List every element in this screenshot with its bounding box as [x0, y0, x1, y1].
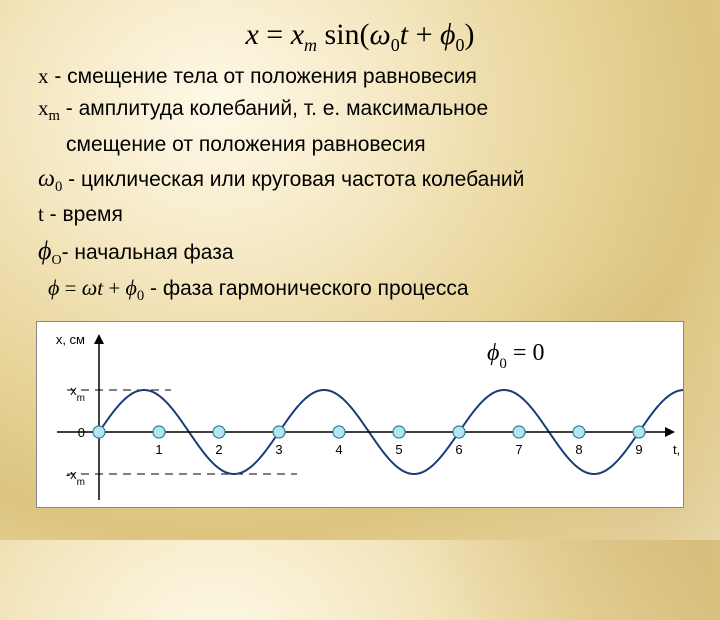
sym-xm-sub: m	[49, 109, 60, 125]
svg-text:-xm: -xm	[66, 467, 85, 488]
svg-text:5: 5	[395, 442, 402, 457]
sym-phi2-f: ϕ	[125, 275, 136, 300]
txt-amplitude: - амплитуда колебаний, т. е. максимально…	[60, 97, 488, 120]
def-phase: ϕO- начальная фаза	[38, 233, 682, 271]
def-amplitude: xm - амплитуда колебаний, т. е. максимал…	[38, 94, 682, 127]
oscillation-chart: 1 2 3 4 5 6 7 8 9 x, см t, с 0 xm -xm ϕ0 = 0	[36, 321, 684, 508]
formula-sin: sin(	[325, 18, 370, 51]
svg-text:x, см: x, см	[56, 332, 85, 347]
txt-frequency: - циклическая или круговая частота колеб…	[62, 168, 524, 191]
formula-x: x	[291, 18, 304, 51]
sym-phi-sub: O	[51, 253, 61, 268]
svg-text:2: 2	[215, 442, 222, 457]
formula-phi: ϕ	[440, 18, 456, 51]
formula-close: )	[465, 18, 475, 51]
chart-svg: 1 2 3 4 5 6 7 8 9 x, см t, с 0 xm -xm ϕ0 = 0	[37, 322, 683, 507]
svg-text:0: 0	[78, 425, 85, 440]
svg-text:3: 3	[275, 442, 282, 457]
svg-text:xm: xm	[70, 383, 85, 404]
def-displacement: x - смещение тела от положения равновеси…	[38, 62, 682, 91]
sym-omega: ω	[38, 166, 55, 192]
def-frequency: ω0 - циклическая или круговая частота ко…	[38, 163, 682, 198]
main-formula: x = xm sin(ω0t + ϕ0)	[0, 0, 720, 56]
txt-phase: - начальная фаза	[62, 241, 234, 264]
svg-text:t, с: t, с	[673, 442, 683, 457]
txt-amplitude2: смещение от положения равновесия	[66, 133, 426, 156]
svg-text:7: 7	[515, 442, 522, 457]
formula-t: t	[400, 18, 408, 51]
sym-w-f: ω	[82, 275, 98, 300]
svg-text:4: 4	[335, 442, 342, 457]
def-full-phase: ϕ = ωt + ϕ0 - фаза гармонического процес…	[38, 273, 682, 307]
svg-text:ϕ0 = 0: ϕ0 = 0	[487, 340, 544, 372]
formula-omega: ω	[370, 18, 391, 51]
definitions-block: x - смещение тела от положения равновеси…	[0, 62, 720, 307]
svg-text:1: 1	[155, 442, 162, 457]
sym-phi: ϕ	[38, 236, 51, 265]
txt-displacement: - смещение тела от положения равновесия	[49, 65, 477, 88]
txt-time: - время	[44, 203, 123, 226]
formula-lhs: x	[245, 18, 258, 51]
formula-sub0a: 0	[391, 35, 400, 55]
def-amplitude-cont: смещение от положения равновесия	[38, 130, 682, 159]
sym-x: x	[38, 64, 49, 88]
sym-xm: x	[38, 96, 49, 120]
def-time: t - время	[38, 200, 682, 229]
formula-sub0b: 0	[456, 35, 465, 55]
formula-plus: +	[408, 18, 440, 51]
svg-text:6: 6	[455, 442, 462, 457]
sym-phi-f: ϕ	[48, 275, 59, 300]
sym-eq: =	[59, 276, 81, 300]
formula-eq: =	[266, 18, 283, 51]
svg-text:8: 8	[575, 442, 582, 457]
svg-text:9: 9	[635, 442, 642, 457]
formula-m-sub: m	[304, 35, 317, 55]
sym-plus: +	[103, 276, 125, 300]
txt-full-phase: - фаза гармонического процесса	[144, 277, 468, 300]
